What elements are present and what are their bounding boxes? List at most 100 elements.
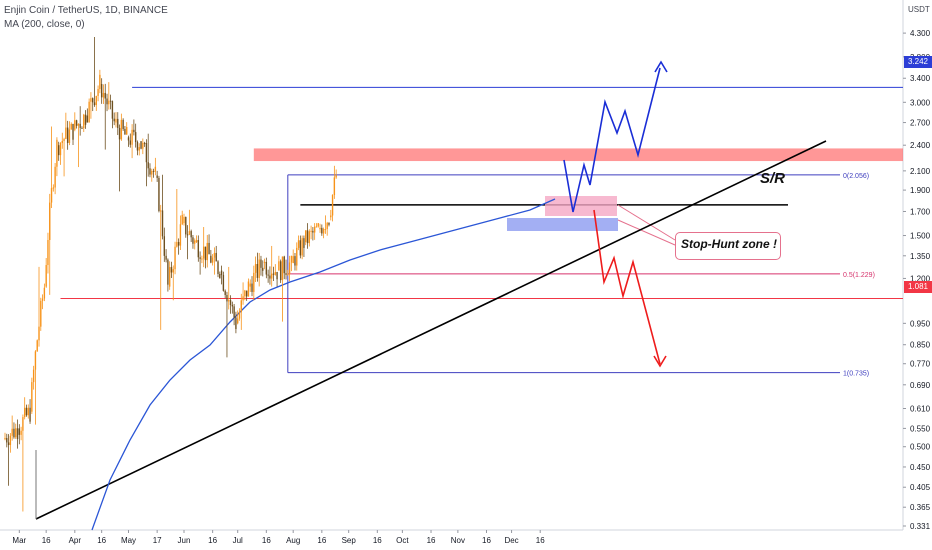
candle-body: [258, 259, 260, 278]
candle-body: [102, 92, 105, 98]
candle-body: [59, 143, 62, 156]
price-badge-3242: 3.242: [904, 56, 932, 68]
resistance-zone: [253, 148, 903, 162]
y-tick-label: 0.500: [910, 443, 931, 452]
x-tick-label: Jun: [178, 536, 191, 545]
candle-body: [206, 242, 208, 261]
candle-body: [215, 252, 217, 262]
candle-body: [32, 369, 35, 383]
candle-body: [326, 222, 328, 229]
candle-body: [92, 98, 94, 103]
candle-body: [244, 290, 246, 297]
candle-body: [265, 261, 268, 275]
candle-body: [192, 237, 194, 244]
x-tick-label: 16: [373, 536, 382, 545]
candle-body: [281, 256, 284, 281]
candle-body: [149, 168, 151, 175]
candle-body: [181, 214, 183, 225]
candle-body: [90, 98, 92, 102]
stop-hunt-callout[interactable]: [675, 232, 781, 260]
y-tick-label: 2.100: [910, 167, 931, 176]
candle-body: [88, 101, 90, 123]
y-tick-label: 2.400: [910, 141, 931, 150]
candle-body: [65, 127, 67, 139]
candle-body: [118, 127, 121, 140]
candle-body: [41, 298, 44, 301]
candle-body: [176, 242, 178, 247]
candle-body: [31, 382, 33, 412]
bearish-arrowhead: [653, 355, 667, 368]
candle-body: [254, 264, 257, 273]
y-tick-label: 0.770: [910, 360, 931, 369]
trend-layer: [35, 140, 827, 531]
candle-body: [333, 177, 336, 195]
candle-body: [188, 231, 191, 235]
candle-body: [233, 306, 235, 318]
candle-body: [292, 256, 294, 264]
candle-body: [330, 215, 332, 218]
x-tick-label: 16: [42, 536, 51, 545]
candle-body: [328, 222, 330, 225]
candle-body: [237, 318, 239, 324]
candle-body: [97, 89, 99, 96]
candle-body: [83, 114, 85, 129]
candle-body: [310, 230, 312, 232]
candle-body: [38, 326, 40, 341]
x-tick-label: Dec: [504, 536, 518, 545]
y-tick-label: 0.950: [910, 319, 931, 328]
candle-body: [288, 262, 291, 275]
candle-body: [294, 256, 296, 266]
x-tick-label: Apr: [69, 536, 82, 545]
candle-body: [142, 142, 144, 149]
price-axis-area[interactable]: [903, 0, 932, 550]
candle-body: [165, 255, 167, 260]
candle-body: [4, 438, 6, 440]
candle-body: [109, 100, 112, 102]
candle-body: [306, 230, 309, 244]
candle-body: [126, 127, 128, 135]
candle-body: [335, 175, 337, 178]
candle-body: [222, 275, 225, 291]
candle-body: [70, 123, 72, 130]
candle-body: [301, 238, 303, 256]
levels-layer: 0(2.056) 0.5(1.229) 1(0.735): [60, 86, 903, 378]
candle-body: [56, 139, 58, 167]
sr-label: S/R: [760, 170, 786, 187]
candle-body: [156, 175, 158, 178]
candle-body: [245, 290, 248, 297]
candle-body: [274, 272, 276, 275]
candle-body: [331, 194, 334, 216]
candle-body: [235, 317, 237, 330]
candle-body: [34, 351, 37, 370]
candle-body: [276, 272, 278, 280]
candle-body: [163, 236, 166, 256]
candle-body: [315, 226, 318, 228]
x-tick-label: May: [121, 536, 136, 545]
y-tick-label: 0.550: [910, 424, 931, 433]
candle-body: [133, 129, 135, 133]
candle-body: [93, 102, 96, 106]
candle-body: [151, 170, 153, 175]
y-tick-label: 3.400: [910, 74, 931, 83]
candle-body: [260, 259, 262, 268]
candle-body: [204, 246, 207, 261]
bullish-projection-path: [563, 67, 661, 213]
price-badge-1081: 1.081: [904, 281, 932, 293]
candle-body: [54, 166, 56, 188]
candle-body: [256, 264, 259, 278]
candle-body: [152, 170, 155, 172]
candle-body: [278, 261, 280, 271]
y-tick-label: 1.350: [910, 252, 931, 261]
candle-body: [58, 145, 60, 156]
y-tick-label: 2.700: [910, 119, 931, 128]
candle-body: [36, 340, 38, 352]
candle-body: [296, 247, 298, 266]
candle-body: [224, 290, 226, 296]
candle-body: [75, 120, 78, 126]
x-tick-label: 16: [427, 536, 436, 545]
candle-body: [317, 223, 319, 227]
candle-body: [202, 246, 205, 259]
candle-body: [15, 428, 17, 438]
